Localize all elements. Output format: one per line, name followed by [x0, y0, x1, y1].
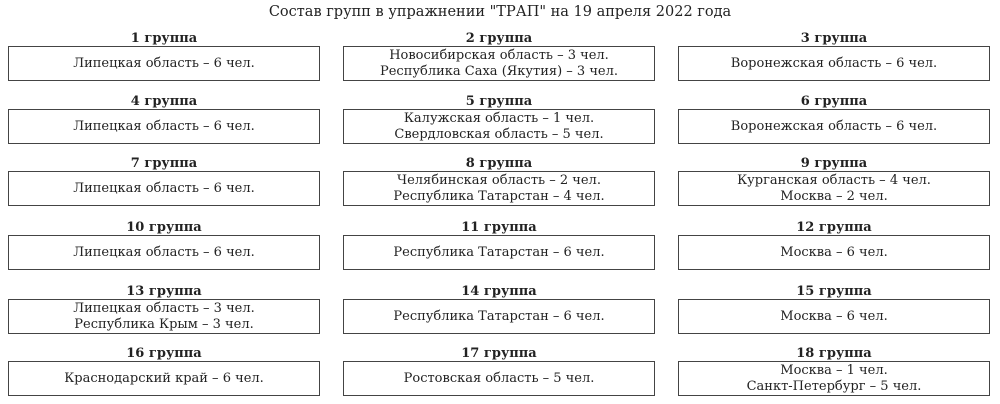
group-cell: 9 группа Курганская область – 4 чел. Москв… [678, 156, 990, 206]
group-cell: 4 группа Липецкая область – 6 чел. [8, 94, 320, 144]
group-members-box: Республика Татарстан – 6 чел. [343, 299, 655, 334]
group-members-box: Курганская область – 4 чел. Москва – 2 че… [678, 171, 990, 206]
group-cell: 2 группа Новосибирская область – 3 чел. Ре… [343, 31, 655, 81]
member-line: Курганская область – 4 чел. [737, 172, 931, 188]
group-cell: 17 группа Ростовская область – 5 чел. [343, 346, 655, 396]
group-label: 17 группа [461, 346, 537, 361]
group-members-box: Липецкая область – 6 чел. [8, 46, 320, 81]
group-members-box: Липецкая область – 6 чел. [8, 171, 320, 206]
group-label: 13 группа [126, 284, 202, 299]
member-line: Республика Татарстан – 4 чел. [393, 188, 605, 204]
member-line: Челябинская область – 2 чел. [397, 172, 601, 188]
group-cell: 7 группа Липецкая область – 6 чел. [8, 156, 320, 206]
group-members-box: Липецкая область – 6 чел. [8, 235, 320, 270]
member-line: Ростовская область – 5 чел. [403, 370, 595, 386]
member-line: Липецкая область – 3 чел. [73, 300, 255, 316]
group-members-box: Воронежская область – 6 чел. [678, 109, 990, 144]
group-label: 5 группа [465, 94, 533, 109]
group-label: 10 группа [126, 220, 202, 235]
group-cell: 5 группа Калужская область – 1 чел. Свердл… [343, 94, 655, 144]
group-label: 18 группа [796, 346, 872, 361]
page-title: Состав групп в упражнении "ТРАП" на 19 а… [268, 4, 732, 20]
member-line: Москва – 1 чел. [780, 362, 888, 378]
member-line: Санкт-Петербург – 5 чел. [746, 378, 922, 394]
group-cell: 15 группа Москва – 6 чел. [678, 284, 990, 334]
member-line: Воронежская область – 6 чел. [730, 118, 938, 134]
group-cell: 8 группа Челябинская область – 2 чел. Респ… [343, 156, 655, 206]
group-label: 3 группа [800, 31, 868, 46]
group-members-box: Челябинская область – 2 чел. Республика Т… [343, 171, 655, 206]
member-line: Воронежская область – 6 чел. [730, 55, 938, 71]
group-members-box: Новосибирская область – 3 чел. Республика… [343, 46, 655, 81]
group-label: 6 группа [800, 94, 868, 109]
group-members-box: Ростовская область – 5 чел. [343, 361, 655, 396]
group-members-box: Республика Татарстан – 6 чел. [343, 235, 655, 270]
group-members-box: Воронежская область – 6 чел. [678, 46, 990, 81]
group-members-box: Липецкая область – 6 чел. [8, 109, 320, 144]
group-label: 15 группа [796, 284, 872, 299]
group-cell: 6 группа Воронежская область – 6 чел. [678, 94, 990, 144]
member-line: Краснодарский край – 6 чел. [64, 370, 264, 386]
group-cell: 18 группа Москва – 1 чел. Санкт-Петербург … [678, 346, 990, 396]
member-line: Республика Татарстан – 6 чел. [393, 308, 605, 324]
group-label: 16 группа [126, 346, 202, 361]
member-line: Республика Татарстан – 6 чел. [393, 244, 605, 260]
group-members-box: Москва – 6 чел. [678, 235, 990, 270]
group-label: 2 группа [465, 31, 533, 46]
group-label: 11 группа [461, 220, 537, 235]
member-line: Свердловская область – 5 чел. [394, 126, 604, 142]
member-line: Липецкая область – 6 чел. [73, 180, 255, 196]
member-line: Москва – 6 чел. [780, 244, 888, 260]
member-line: Липецкая область – 6 чел. [73, 55, 255, 71]
group-label: 4 группа [130, 94, 198, 109]
member-line: Калужская область – 1 чел. [403, 110, 595, 126]
group-label: 9 группа [800, 156, 868, 171]
group-cell: 11 группа Республика Татарстан – 6 чел. [343, 220, 655, 270]
group-label: 14 группа [461, 284, 537, 299]
group-members-box: Липецкая область – 3 чел. Республика Крым… [8, 299, 320, 334]
group-cell: 1 группа Липецкая область – 6 чел. [8, 31, 320, 81]
group-members-box: Москва – 1 чел. Санкт-Петербург – 5 чел. [678, 361, 990, 396]
group-label: 12 группа [796, 220, 872, 235]
member-line: Новосибирская область – 3 чел. [389, 47, 609, 63]
group-label: 7 группа [130, 156, 198, 171]
group-members-box: Москва – 6 чел. [678, 299, 990, 334]
group-label: 8 группа [465, 156, 533, 171]
group-cell: 13 группа Липецкая область – 3 чел. Респуб… [8, 284, 320, 334]
group-cell: 10 группа Липецкая область – 6 чел. [8, 220, 320, 270]
member-line: Липецкая область – 6 чел. [73, 244, 255, 260]
member-line: Липецкая область – 6 чел. [73, 118, 255, 134]
member-line: Республика Саха (Якутия) – 3 чел. [379, 63, 619, 79]
group-cell: 3 группа Воронежская область – 6 чел. [678, 31, 990, 81]
group-cell: 16 группа Краснодарский край – 6 чел. [8, 346, 320, 396]
group-members-box: Краснодарский край – 6 чел. [8, 361, 320, 396]
group-label: 1 группа [130, 31, 198, 46]
member-line: Москва – 2 чел. [780, 188, 888, 204]
member-line: Республика Крым – 3 чел. [74, 316, 254, 332]
group-cell: 14 группа Республика Татарстан – 6 чел. [343, 284, 655, 334]
group-members-box: Калужская область – 1 чел. Свердловская о… [343, 109, 655, 144]
group-cell: 12 группа Москва – 6 чел. [678, 220, 990, 270]
member-line: Москва – 6 чел. [780, 308, 888, 324]
